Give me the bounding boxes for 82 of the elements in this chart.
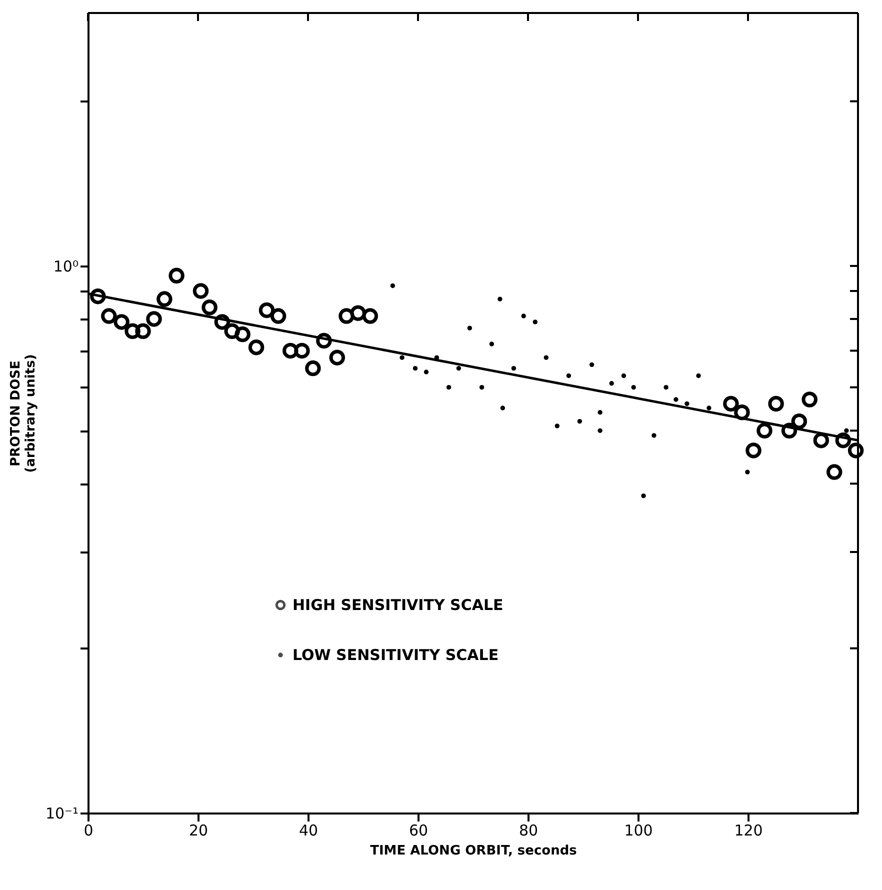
point (781, 422, 798, 438)
point (706, 406, 712, 410)
point (350, 305, 366, 321)
y-axis-title: PROTON DOSE (arbitrary units) (8, 354, 38, 473)
point (456, 366, 462, 371)
point (826, 464, 842, 480)
point (412, 366, 418, 371)
point (631, 384, 636, 390)
x-tick-label: 20 (188, 822, 208, 840)
point (835, 432, 852, 448)
point (498, 296, 502, 302)
point (192, 283, 209, 299)
point (554, 424, 560, 428)
point (745, 470, 750, 474)
point (746, 442, 762, 458)
point (664, 384, 668, 390)
point (577, 418, 582, 424)
point (791, 413, 808, 430)
point (400, 355, 404, 360)
x-tick-label: 120 (734, 822, 763, 840)
point (124, 323, 140, 340)
point (202, 300, 218, 316)
point (90, 288, 106, 304)
point (641, 493, 646, 498)
x-tick-label: 100 (624, 822, 653, 840)
point (214, 314, 230, 330)
point (756, 422, 772, 438)
point (224, 323, 240, 340)
point (156, 291, 172, 307)
point (294, 342, 310, 359)
point (446, 384, 452, 390)
y-tick-label: 10⁻¹ (45, 804, 78, 822)
point (424, 370, 429, 374)
point (146, 311, 162, 327)
point (168, 268, 184, 284)
x-tick-label: 0 (84, 822, 94, 840)
point (467, 326, 472, 330)
x-axis-title: TIME ALONG ORBIT, seconds (370, 844, 578, 858)
point (521, 314, 526, 318)
point (566, 373, 572, 378)
point (248, 339, 264, 356)
legend-label: HIGH SENSITIVITY SCALE (292, 596, 504, 614)
point (316, 332, 332, 349)
point (270, 308, 286, 324)
point (621, 373, 626, 378)
point (723, 396, 739, 412)
point (802, 392, 818, 408)
point (696, 373, 701, 378)
x-tick-label: 60 (408, 822, 428, 840)
point (135, 323, 151, 340)
point (114, 314, 130, 330)
x-tick-label: 80 (518, 822, 538, 840)
point (813, 432, 830, 448)
point (768, 396, 784, 412)
point (362, 308, 378, 324)
point (101, 308, 117, 324)
point (338, 308, 354, 324)
point (734, 404, 750, 420)
point (848, 442, 864, 458)
legend-label: LOW SENSITIVITY SCALE (292, 646, 499, 664)
point (598, 410, 602, 415)
point (282, 342, 298, 359)
point (674, 397, 678, 402)
point (652, 433, 656, 438)
point (532, 320, 538, 324)
x-tick-label: 40 (298, 822, 318, 840)
point (390, 283, 396, 288)
point (589, 362, 594, 368)
point (329, 350, 346, 366)
point (479, 384, 484, 390)
point (511, 366, 516, 371)
point (544, 355, 548, 360)
point (489, 342, 494, 346)
point (234, 326, 250, 342)
point (684, 401, 690, 406)
point (500, 406, 506, 410)
point (609, 381, 614, 386)
point (844, 428, 849, 433)
y-tick-label: 10⁰ (53, 257, 78, 276)
point (258, 302, 275, 318)
point (305, 360, 321, 376)
point (598, 428, 602, 433)
